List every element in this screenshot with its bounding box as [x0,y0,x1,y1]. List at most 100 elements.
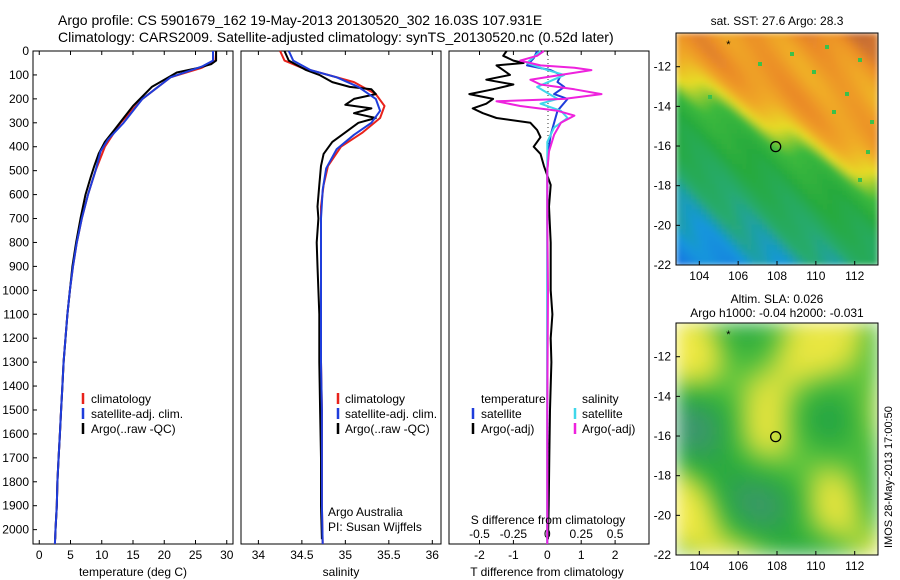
heatmap-cell [771,68,778,74]
salinity-x-ticks: 34 34.5 35 35.5 36 [252,51,439,562]
heatmap-cell [822,549,829,555]
heatmap-cell [691,254,697,261]
heatmap-cell [721,338,728,344]
heatmap-cell [782,259,788,265]
heatmap-cell [822,159,829,165]
heatmap-cell [847,239,854,246]
heatmap-cell [691,534,697,541]
heatmap-cell [817,128,824,135]
heatmap-cell [862,154,869,160]
heatmap-cell [696,459,702,465]
heatmap-cell [686,418,692,425]
heatmap-cell [792,179,798,185]
heatmap-cell [797,444,803,450]
heatmap-cell [797,544,803,551]
heatmap-cell [862,509,869,516]
heatmap-cell [716,118,723,125]
heatmap-cell [676,88,682,95]
heatmap-cell [711,403,717,410]
heatmap-cell [701,524,707,531]
heatmap-cell [716,534,723,541]
heatmap-cell [736,43,743,49]
heatmap-cell [681,249,687,256]
heatmap-cell [691,108,697,115]
heatmap-cell [847,403,854,410]
heatmap-cell [731,179,738,185]
heatmap-cell [711,239,717,246]
heatmap-cell [782,174,788,180]
heatmap-cell [822,164,829,170]
heatmap-cell [812,504,818,511]
heatmap-cell [797,413,803,420]
heatmap-cell [827,48,834,54]
heatmap-cell [857,83,864,90]
heatmap-cell [872,234,878,241]
heatmap-cell [761,53,768,59]
heatmap-cell [842,133,849,140]
heatmap-cell [726,363,733,369]
heatmap-cell [827,128,834,135]
heatmap-cell [867,83,874,90]
heatmap-cell [807,504,813,511]
heatmap-cell [716,154,723,160]
heatmap-cell [807,529,813,536]
heatmap-cell [777,539,783,546]
heatmap-cell [676,78,682,85]
heatmap-cell [751,103,758,110]
heatmap-cell [766,373,773,380]
heatmap-cell [741,494,748,501]
heatmap-cell [691,358,697,364]
heatmap-cell [837,204,844,211]
heatmap-cell [771,519,778,526]
heatmap-cell [711,53,717,59]
heatmap-cell [837,433,844,440]
heatmap-cell [862,433,869,440]
heatmap-cell [746,489,753,496]
heatmap-cell [751,143,758,150]
heatmap-cell [771,449,778,455]
heatmap-cell [681,48,687,54]
heatmap-cell [802,358,808,364]
heatmap-cell [777,328,783,334]
heatmap-cell [832,149,839,155]
heatmap-cell [797,73,803,79]
depth-tick-label: 1400 [2,379,29,393]
heatmap-cell [761,138,768,145]
heatmap-cell [782,199,788,206]
heatmap-cell [832,373,839,380]
heatmap-cell [701,174,707,180]
heatmap-cell [756,549,763,555]
speckle [708,95,712,99]
heatmap-cell [696,328,702,334]
heatmap-cell [676,348,682,354]
heatmap-cell [761,209,768,216]
heatmap-cell [726,234,733,241]
heatmap-cell [691,494,697,501]
heatmap-cell [787,343,793,349]
heatmap-cell [751,88,758,95]
heatmap-cell [681,368,687,375]
heatmap-cell [676,259,682,265]
heatmap-cell [736,524,743,531]
heatmap-cell [862,78,869,85]
heatmap-cell [832,164,839,170]
heatmap-cell [676,489,682,496]
heatmap-cell [716,128,723,135]
heatmap-cell [701,499,707,506]
heatmap-cell [852,234,859,241]
heatmap-cell [771,413,778,420]
heatmap-cell [686,413,692,420]
heatmap-cell [872,138,878,145]
heatmap-cell [847,254,854,261]
depth-tick-label: 1000 [2,283,29,297]
heatmap-cell [867,348,874,354]
heatmap-cell [761,78,768,85]
heatmap-cell [676,159,682,165]
heatmap-cell [792,343,798,349]
heatmap-cell [746,164,753,170]
heatmap-cell [761,63,768,69]
difference-x-ticks: -2 -1 0 1 2-0.5 -0.25 0 0.25 0.5 [469,51,624,562]
heatmap-cell [832,348,839,354]
map-y-tick-label: -12 [654,60,672,74]
heatmap-cell [822,499,829,506]
